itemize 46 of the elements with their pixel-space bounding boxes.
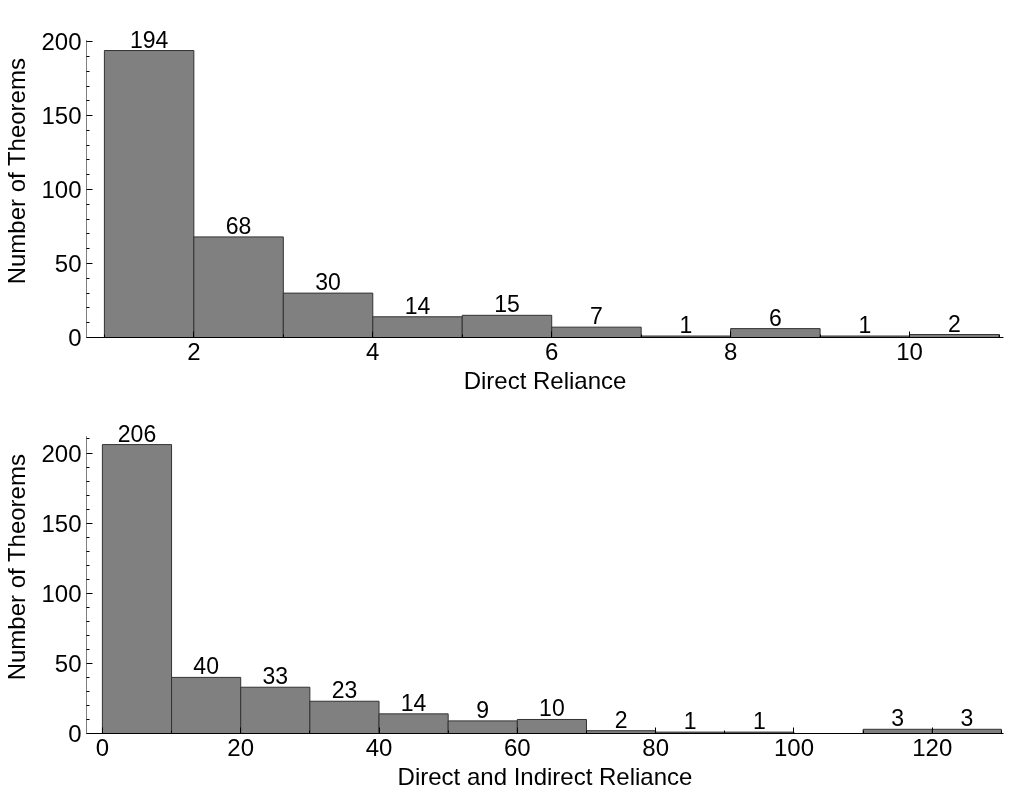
x-tick-label: 60 <box>503 733 531 761</box>
x-tick-label: 2 <box>187 337 201 365</box>
y-axis-title: Number of Theorems <box>3 454 31 681</box>
data-label: 40 <box>193 653 219 680</box>
data-label: 7 <box>590 303 603 330</box>
x-tick-label: 20 <box>227 733 255 761</box>
x-tick-label: 40 <box>365 733 393 761</box>
y-tick-label: 200 <box>41 439 82 467</box>
data-label: 33 <box>262 663 289 690</box>
x-axis-title: Direct and Indirect Reliance <box>397 762 693 790</box>
data-label: 9 <box>476 696 490 723</box>
x-tick-label: 120 <box>912 733 953 761</box>
x-tick-label: 6 <box>545 337 559 365</box>
data-label: 2 <box>947 310 961 337</box>
y-axis-title: Number of Theorems <box>3 58 31 285</box>
data-label: 68 <box>225 212 252 239</box>
y-tick-label: 200 <box>41 28 82 56</box>
y-tick-label: 150 <box>41 102 82 130</box>
data-label: 2 <box>614 706 628 733</box>
x-tick-label: 100 <box>773 733 814 761</box>
data-label: 194 <box>129 26 169 53</box>
data-label: 15 <box>494 291 520 318</box>
data-label: 1 <box>683 708 697 735</box>
data-label: 1 <box>858 312 872 339</box>
data-label: 1 <box>679 312 693 339</box>
y-tick-label: 100 <box>41 176 82 204</box>
x-tick-label: 10 <box>896 337 923 365</box>
data-label: 1 <box>752 708 766 735</box>
data-label: 3 <box>891 705 905 732</box>
y-tick-label: 50 <box>54 250 82 278</box>
data-label: 10 <box>539 695 565 722</box>
data-label: 14 <box>404 292 431 319</box>
data-label: 23 <box>331 677 358 704</box>
x-tick-label: 0 <box>95 733 110 761</box>
data-label: 206 <box>117 420 157 447</box>
x-axis-title: Direct Reliance <box>463 366 627 394</box>
y-tick-label: 50 <box>54 649 82 677</box>
data-label: 3 <box>960 705 974 732</box>
data-label: 30 <box>315 269 341 296</box>
y-tick-label: 100 <box>41 579 82 607</box>
data-label: 14 <box>400 689 427 716</box>
data-label: 6 <box>768 304 782 331</box>
y-tick-label: 150 <box>41 509 82 537</box>
x-tick-label: 4 <box>366 337 380 365</box>
x-tick-label: 80 <box>642 733 669 761</box>
x-tick-label: 8 <box>723 337 738 365</box>
